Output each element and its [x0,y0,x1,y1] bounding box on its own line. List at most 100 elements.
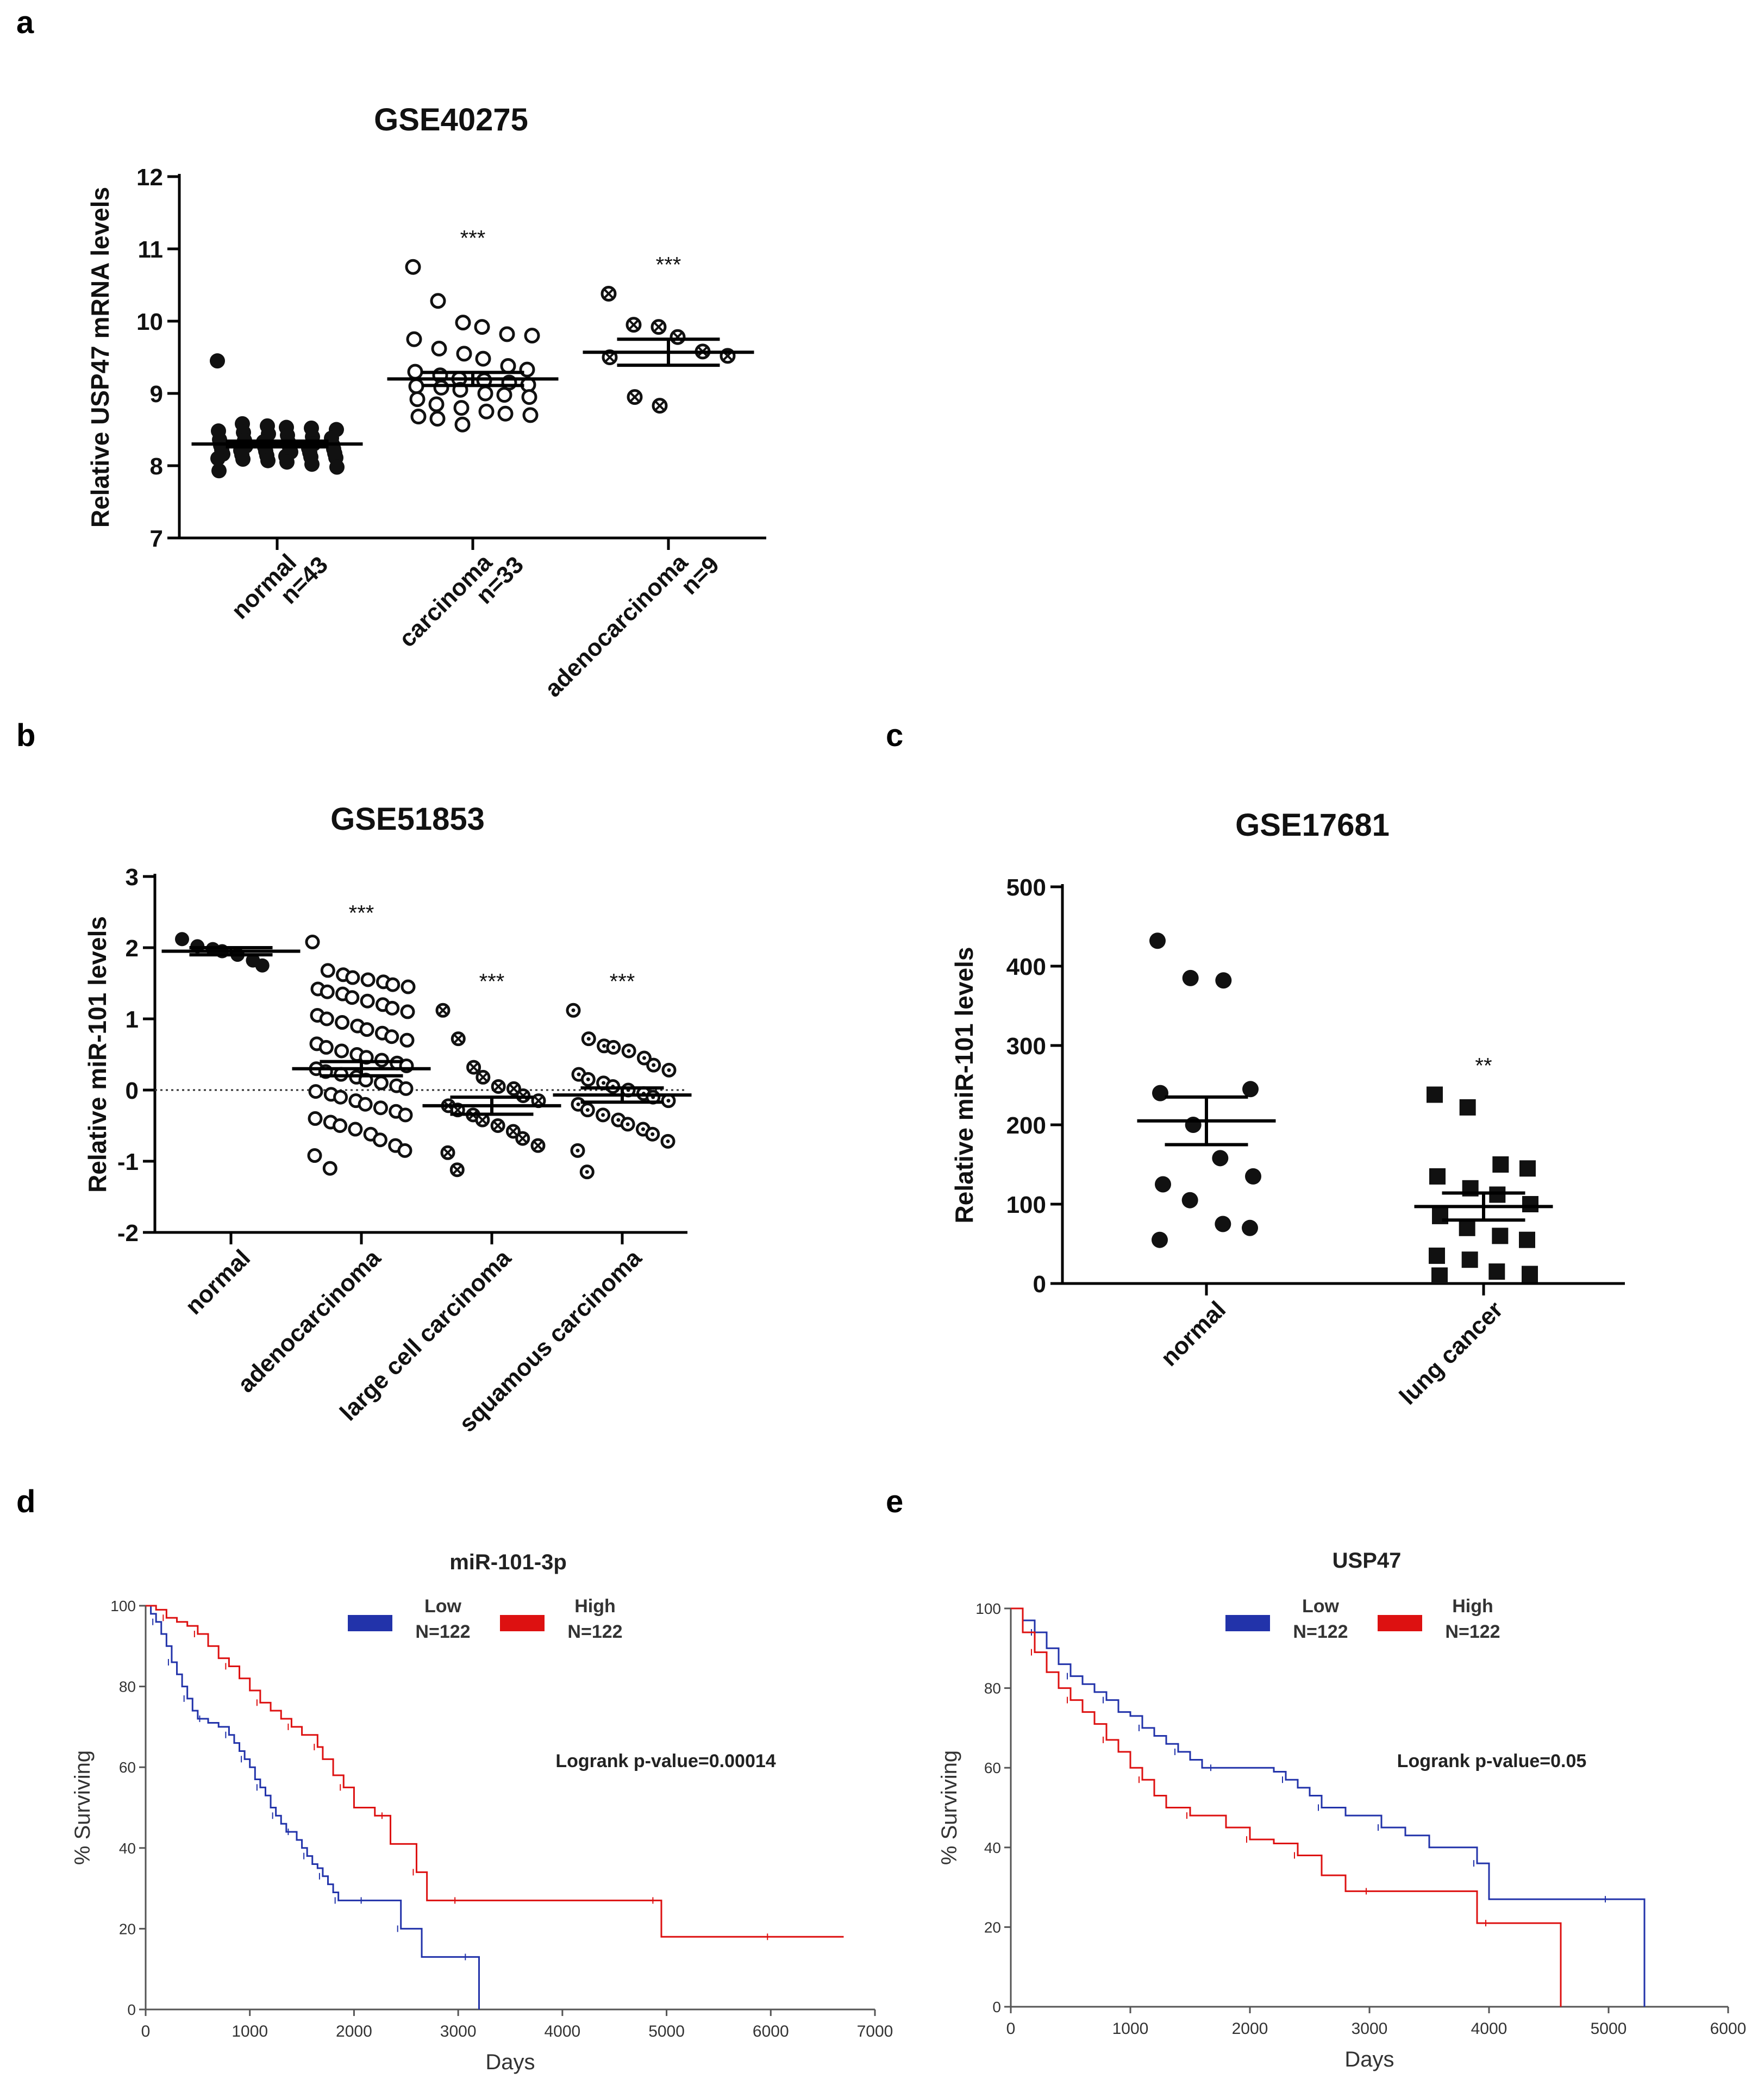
marker-ring [333,1118,348,1133]
marker-dot [576,1148,580,1153]
data-point-squamous-carcinoma [636,1050,652,1066]
data-point-adenocarcinoma [305,935,320,950]
marker-cross [630,392,640,402]
significance-label-carcinoma: *** [460,226,486,250]
marker-ring [496,387,512,403]
x-tick-label-line: adenocarcinoma [540,549,693,702]
data-point-large-cell-carcinoma [435,1003,451,1018]
marker-ring [522,407,539,423]
marker-dot [627,1049,631,1053]
logrank-annotation: Logrank p-value=0.00014 [555,1751,775,1771]
survival-curve-high [1011,1607,1562,2007]
marker-cross [604,289,614,298]
data-point-normal [1182,969,1199,986]
data-point-lung-cancer [1488,1263,1505,1280]
data-point-adenocarcinoma [398,1081,414,1096]
marker-dot [576,1102,580,1106]
marker-ring [521,389,537,405]
marker-ring [454,416,471,433]
data-point-carcinoma [431,341,447,357]
y-axis-label: Relative miR-101 levels [950,947,978,1224]
marker-cross [454,1034,462,1043]
marker-ring [477,385,493,402]
y-tick-label: 80 [984,1680,1001,1697]
marker-cross [534,1096,543,1105]
y-tick-label: 20 [984,1919,1001,1936]
marker-ring [524,328,540,344]
y-tick-label: 2 [126,935,139,962]
data-point-adenocarcinoma [308,1111,323,1126]
data-point-lung-cancer [1429,1247,1445,1264]
data-point-adenocarcinoma [360,972,376,987]
data-point-squamous-carcinoma [579,1164,595,1180]
marker-dot [585,1108,590,1112]
x-tick-label-adenocarcinoma: adenocarcinoman=9 [540,535,724,719]
y-tick-label: 0 [992,1999,1001,2015]
data-point-squamous-carcinoma [620,1117,635,1132]
marker-ring [497,405,514,422]
panel-letter-c: c [886,718,904,753]
y-tick-label: 400 [1006,954,1046,980]
data-point-large-cell-carcinoma [476,1069,491,1085]
data-point-normal [1185,1117,1202,1133]
marker-ring [307,1148,322,1163]
data-point-adenocarcinoma [333,1118,348,1133]
x-tick-label: 6000 [1710,2020,1747,2038]
chart-title: miR-101-3p [449,1550,567,1574]
y-axis-label: Relative USP47 mRNA levels [86,187,114,528]
data-point-adenocarcinoma [399,1032,415,1048]
data-point-large-cell-carcinoma [505,1124,521,1139]
marker-dot [666,1099,671,1103]
y-axis-label: % Surviving [937,1750,961,1865]
data-point-lung-cancer [1459,1099,1476,1116]
marker-ring [478,403,495,419]
y-tick-label: 200 [1006,1112,1046,1139]
y-axis-label: Relative miR-101 levels [83,916,111,1193]
marker-cross [493,1121,502,1130]
marker-cross [654,322,664,332]
marker-cross [509,1127,518,1136]
data-point-carcinoma [477,385,493,402]
data-point-normal [1149,932,1166,949]
marker-ring [345,970,360,985]
data-point-lung-cancer [1492,1228,1509,1244]
data-point-lung-cancer [1492,1156,1509,1173]
marker-ring [410,409,427,425]
x-tick-label-carcinoma: carcinoman=33 [394,535,529,669]
marker-cross [534,1141,542,1150]
data-point-adenocarcinoma [334,1043,349,1059]
data-point-carcinoma [405,259,421,275]
data-point-lung-cancer [1522,1266,1538,1282]
marker-dot [585,1170,589,1174]
data-point-lung-cancer [1519,1231,1535,1248]
x-tick-label-line: adenocarcinoma [233,1244,386,1398]
y-tick-label: 11 [137,236,163,263]
data-point-normal [1152,1085,1168,1101]
marker-cross [469,1063,478,1072]
x-axis-label: Days [485,2050,535,2074]
marker-ring [433,379,449,396]
data-point-carcinoma [410,409,427,425]
y-tick-label: 100 [1006,1192,1046,1218]
y-tick-label: 100 [110,1598,136,1614]
marker-cross [605,353,615,362]
data-point-normal [211,463,227,479]
x-tick-label-line: normal [180,1244,255,1319]
marker-cross [509,1084,518,1093]
x-tick-label-normal: normal [180,1244,255,1319]
data-point-adenocarcinoma [318,1040,334,1055]
data-point-large-cell-carcinoma [490,1118,505,1133]
data-point-large-cell-carcinoma [515,1131,530,1146]
marker-ring [308,1111,323,1126]
x-tick-label: 5000 [648,2023,685,2040]
significance-label-squamous-carcinoma: *** [610,969,635,993]
data-point-carcinoma [497,405,514,422]
chart-gse17681: GSE17681 Relative miR-101 levels 0 100 200 30… [950,807,1625,1410]
marker-cross [439,1006,447,1015]
data-point-carcinoma [456,346,472,362]
x-tick-label: 4000 [1471,2020,1507,2038]
data-point-squamous-carcinoma [611,1112,626,1128]
data-point-carcinoma [406,331,422,347]
marker-ring [407,364,423,380]
